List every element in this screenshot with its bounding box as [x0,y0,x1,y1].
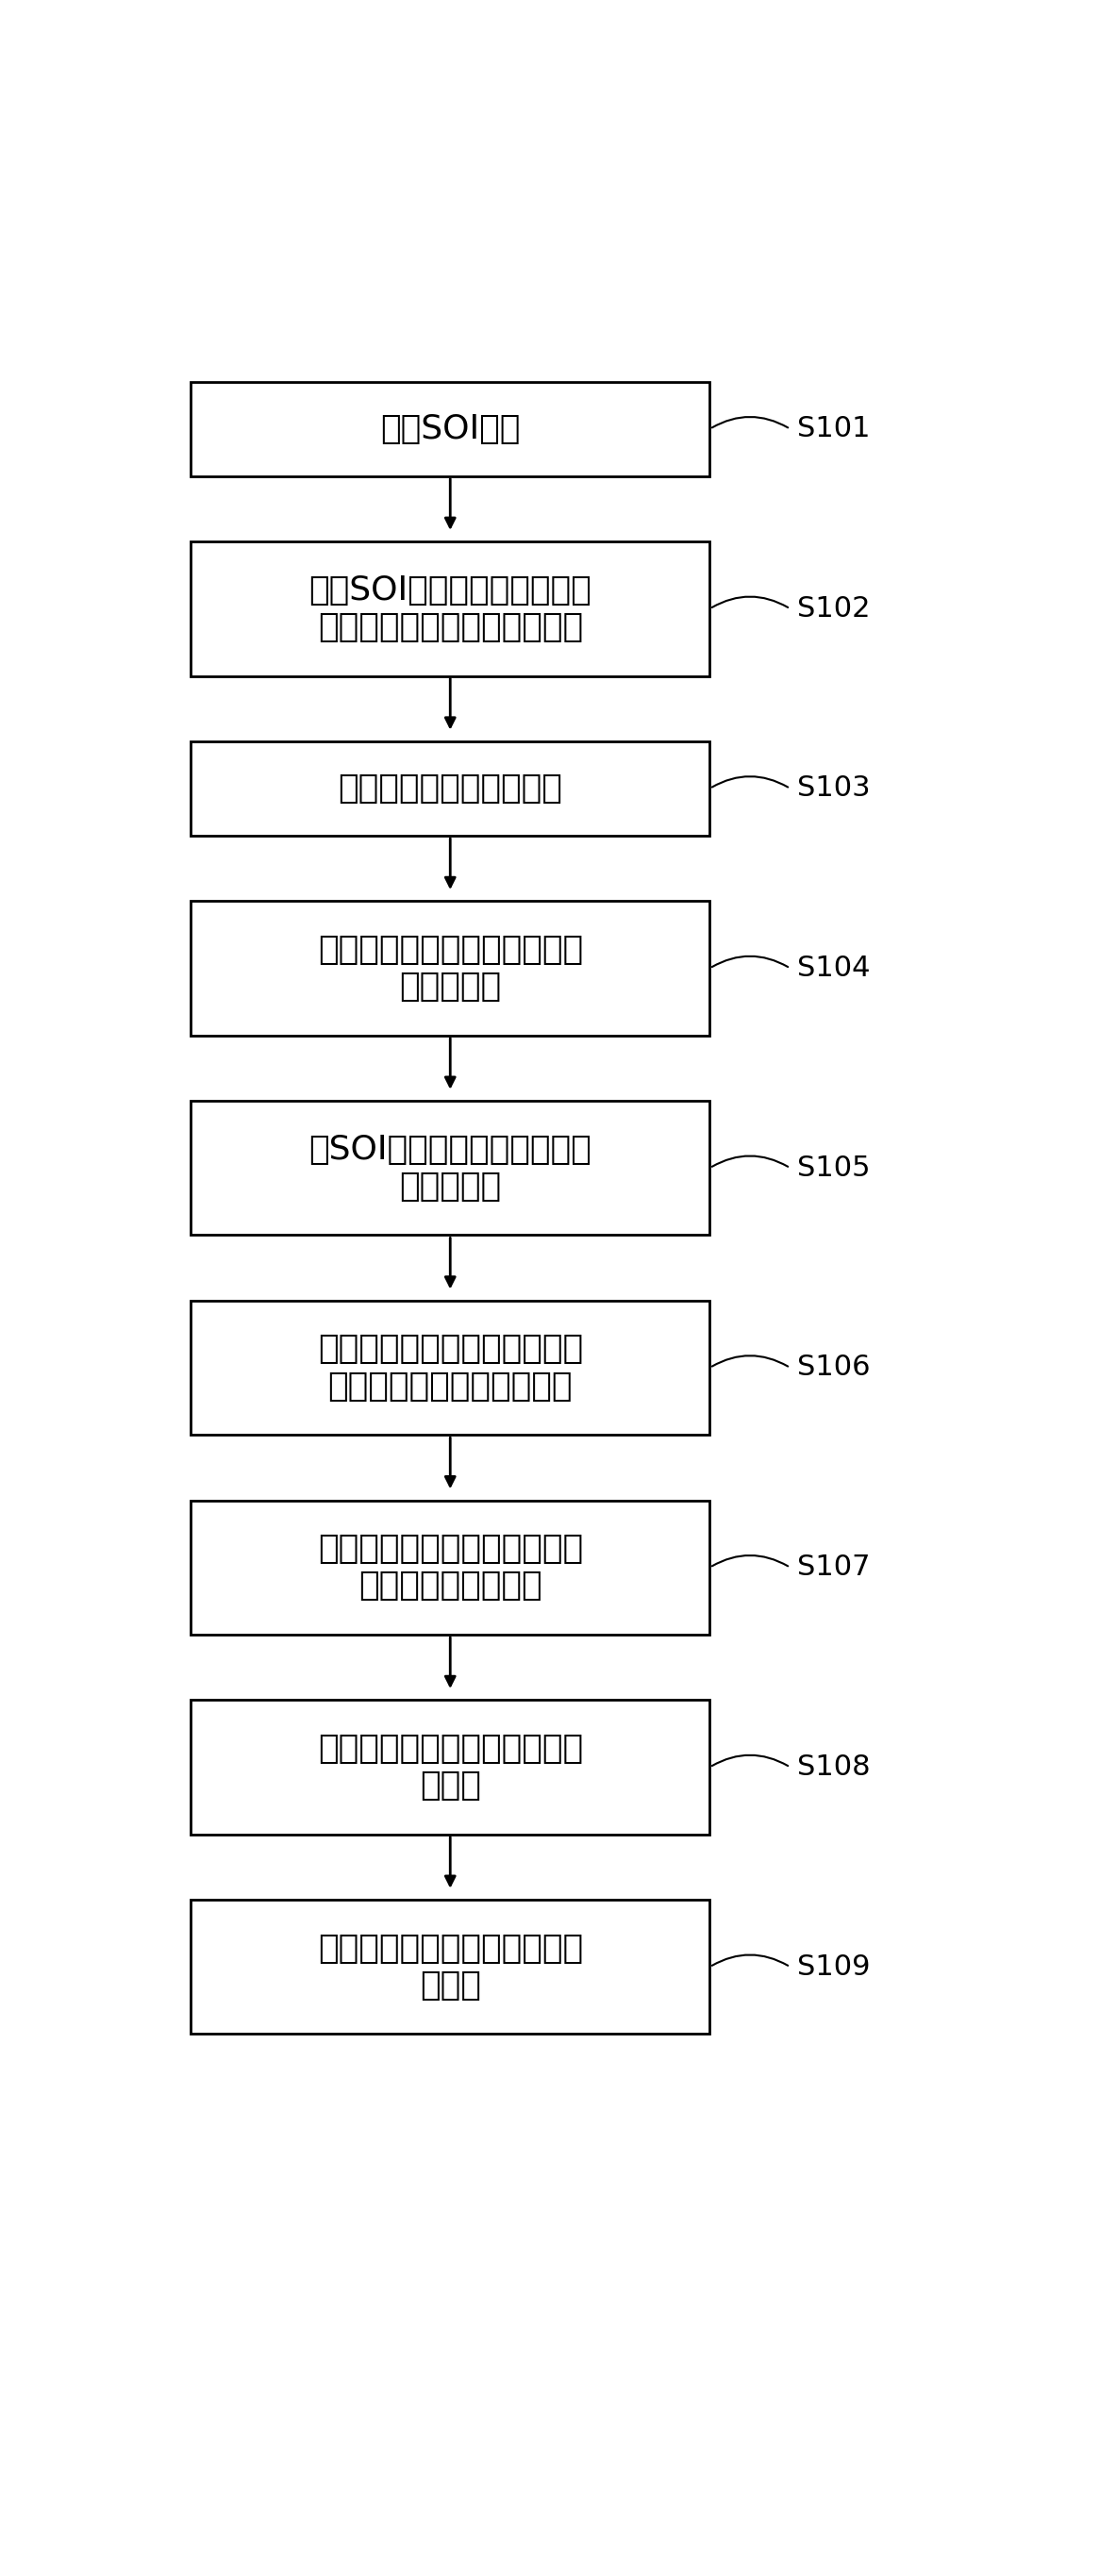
Bar [191,742,710,835]
FancyArrowPatch shape [712,1955,788,1965]
Text: 对有源区的暴露部分进行倾斜
重掺杂: 对有源区的暴露部分进行倾斜 重掺杂 [318,1932,583,2002]
Bar [191,541,710,675]
Bar [191,381,710,477]
Text: 刻蚀多晶硅层和金属层来定义
覆盖或部分覆盖基区的基极: 刻蚀多晶硅层和金属层来定义 覆盖或部分覆盖基区的基极 [318,1334,583,1401]
Text: S109: S109 [798,1953,870,1981]
FancyArrowPatch shape [712,417,788,428]
Bar [191,902,710,1036]
Text: S102: S102 [798,595,870,623]
Bar [191,1899,710,2035]
Text: 对半导体衬底进行离子注入，
形成有源区: 对半导体衬底进行离子注入， 形成有源区 [318,933,583,1002]
FancyArrowPatch shape [712,1754,788,1765]
Text: S105: S105 [798,1154,870,1182]
Text: 在刻蚀后的多晶硅层和金属层
的侧壁上形成隔离层: 在刻蚀后的多晶硅层和金属层 的侧壁上形成隔离层 [318,1533,583,1602]
Text: S104: S104 [798,956,870,981]
Bar [191,1499,710,1636]
Text: 在浅沟槽内填充电介质层: 在浅沟槽内填充电介质层 [338,773,562,804]
FancyArrowPatch shape [712,1157,788,1167]
Text: 对有源区的暴露部分进行垂直
轻掺杂: 对有源区的暴露部分进行垂直 轻掺杂 [318,1734,583,1801]
FancyArrowPatch shape [712,775,788,788]
FancyArrowPatch shape [712,956,788,966]
Bar [191,1700,710,1834]
Text: S106: S106 [798,1355,870,1381]
FancyArrowPatch shape [712,1556,788,1566]
Bar [191,1100,710,1234]
Text: S108: S108 [798,1754,870,1780]
Text: S101: S101 [798,415,870,443]
Text: 在SOI衬底上依次形成多晶硅
层和金属层: 在SOI衬底上依次形成多晶硅 层和金属层 [309,1133,591,1203]
Text: 刻蚀SOI衬底上的顶层硅至暴
露埋入电介质层，形成浅沟槽: 刻蚀SOI衬底上的顶层硅至暴 露埋入电介质层，形成浅沟槽 [309,574,591,644]
Text: S103: S103 [798,775,870,801]
Bar [191,1301,710,1435]
Text: S107: S107 [798,1553,870,1582]
FancyArrowPatch shape [712,598,788,608]
FancyArrowPatch shape [712,1355,788,1365]
Text: 提供SOI衬底: 提供SOI衬底 [381,412,520,446]
